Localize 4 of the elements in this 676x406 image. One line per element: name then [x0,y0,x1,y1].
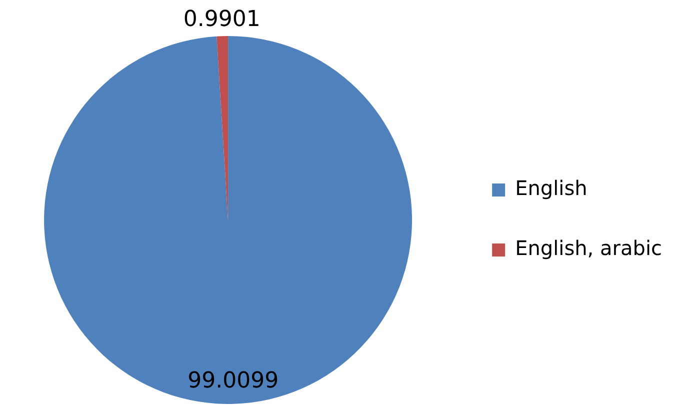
legend-label: English, arabic [515,236,662,260]
data-label: 0.9901 [183,6,260,32]
data-label: 99.0099 [188,368,279,394]
legend-label: English [515,176,588,200]
